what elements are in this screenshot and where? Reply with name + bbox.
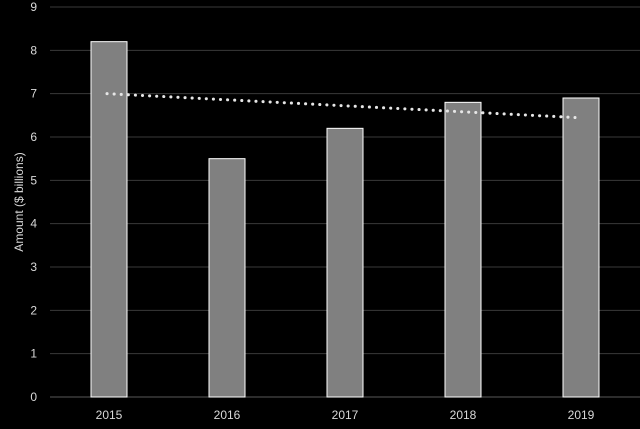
x-tick-label: 2019 bbox=[568, 408, 595, 422]
y-tick-label: 1 bbox=[30, 347, 37, 361]
y-tick-label: 2 bbox=[30, 303, 37, 317]
bar-2019 bbox=[562, 97, 600, 398]
y-tick-label: 4 bbox=[30, 217, 37, 231]
y-axis-ticks: 0 1 2 3 4 5 6 7 8 9 bbox=[30, 0, 37, 404]
bar-2017 bbox=[326, 127, 364, 398]
trendline bbox=[105, 92, 577, 119]
trendline-group bbox=[105, 92, 577, 119]
bar-2016 bbox=[208, 158, 246, 398]
y-tick-label: 8 bbox=[30, 43, 37, 57]
y-tick-label: 6 bbox=[30, 130, 37, 144]
x-tick-label: 2016 bbox=[214, 408, 241, 422]
x-axis-ticks: 2015 2016 2017 2018 2019 bbox=[96, 408, 595, 422]
y-tick-label: 3 bbox=[30, 260, 37, 274]
bar-2018 bbox=[444, 101, 482, 398]
x-tick-label: 2017 bbox=[332, 408, 359, 422]
x-tick-label: 2015 bbox=[96, 408, 123, 422]
y-tick-label: 0 bbox=[30, 390, 37, 404]
y-tick-label: 5 bbox=[30, 173, 37, 187]
y-axis-title: Amount ($ billions) bbox=[12, 152, 26, 251]
x-tick-label: 2018 bbox=[450, 408, 477, 422]
bars bbox=[90, 41, 600, 398]
y-tick-label: 7 bbox=[30, 87, 37, 101]
y-tick-label: 9 bbox=[30, 0, 37, 14]
bar-2015 bbox=[90, 41, 128, 398]
